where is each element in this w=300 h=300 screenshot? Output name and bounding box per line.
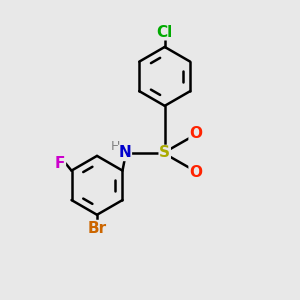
- Text: O: O: [189, 165, 202, 180]
- Text: Cl: Cl: [157, 25, 173, 40]
- Text: F: F: [55, 156, 65, 171]
- Text: Br: Br: [87, 220, 106, 236]
- Text: O: O: [189, 126, 202, 141]
- Text: N: N: [118, 146, 131, 160]
- Text: H: H: [111, 140, 120, 153]
- Text: S: S: [159, 146, 170, 160]
